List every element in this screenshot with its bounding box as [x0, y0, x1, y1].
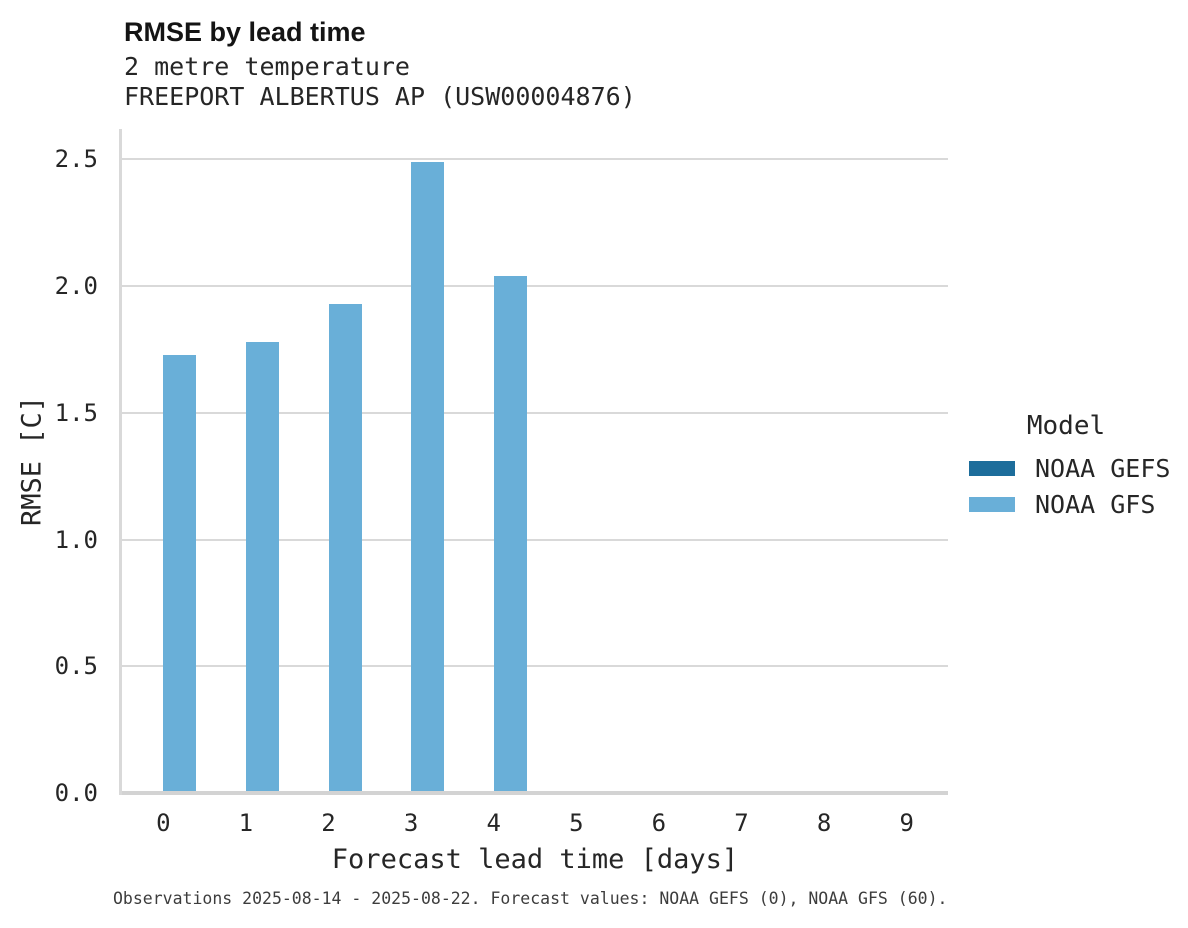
bar-noaa-gfs-lead-1 [245, 341, 279, 793]
y-tick-label: 1.0 [54, 525, 98, 554]
grid-line [122, 158, 948, 161]
bar-noaa-gfs-lead-3 [411, 161, 445, 793]
chart-subtitle-station: FREEPORT ALBERTUS AP (USW00004876) [124, 82, 636, 111]
legend-entry-noaa-gfs: NOAA GFS [960, 486, 1188, 522]
y-axis-spine [119, 129, 122, 795]
grid-line [122, 665, 948, 668]
x-tick-label: 7 [734, 809, 749, 837]
x-tick-label: 4 [486, 809, 501, 837]
x-tick-label: 9 [899, 809, 914, 837]
y-tick-label: 0.5 [54, 652, 98, 681]
chart-title: RMSE by lead time [124, 17, 366, 47]
y-tick-label: 2.0 [54, 272, 98, 301]
grid-line [122, 285, 948, 288]
x-tick-labels: 0 1 2 3 4 5 6 7 8 9 [122, 810, 948, 842]
legend-title: Model [1026, 411, 1106, 441]
legend-swatch-noaa-gefs [969, 460, 1015, 476]
x-tick-label: 0 [156, 809, 171, 837]
x-tick-label: 3 [403, 809, 419, 837]
bar-noaa-gfs-lead-0 [163, 354, 197, 793]
footnote: Observations 2025-08-14 - 2025-08-22. Fo… [113, 889, 948, 908]
plot-area [119, 129, 948, 795]
y-tick-labels: 0.0 0.5 1.0 1.5 2.0 2.5 [0, 129, 98, 805]
x-tick-label: 8 [816, 809, 832, 837]
bar-noaa-gfs-lead-2 [328, 303, 362, 793]
bar-noaa-gfs-lead-4 [493, 276, 527, 793]
grid-line [122, 411, 948, 414]
y-tick-label: 1.5 [54, 398, 98, 427]
chart-subtitle-variable: 2 metre temperature [124, 52, 410, 81]
x-tick-label: 5 [569, 809, 584, 837]
legend-label-noaa-gefs: NOAA GEFS [1035, 453, 1171, 483]
legend: Model NOAA GEFS NOAA GFS [960, 411, 1188, 522]
legend-entry-noaa-gefs: NOAA GEFS [960, 450, 1188, 486]
grid-line [122, 538, 948, 541]
x-axis-line [122, 791, 948, 795]
y-tick-label: 0.0 [54, 779, 98, 807]
x-tick-label: 6 [651, 809, 667, 837]
x-axis-label: Forecast lead time [days] [331, 844, 739, 875]
x-tick-label: 1 [238, 809, 254, 837]
x-tick-label: 2 [321, 809, 336, 837]
y-tick-label: 2.5 [54, 145, 98, 174]
legend-swatch-noaa-gfs [969, 496, 1015, 512]
legend-label-noaa-gfs: NOAA GFS [1035, 489, 1156, 519]
